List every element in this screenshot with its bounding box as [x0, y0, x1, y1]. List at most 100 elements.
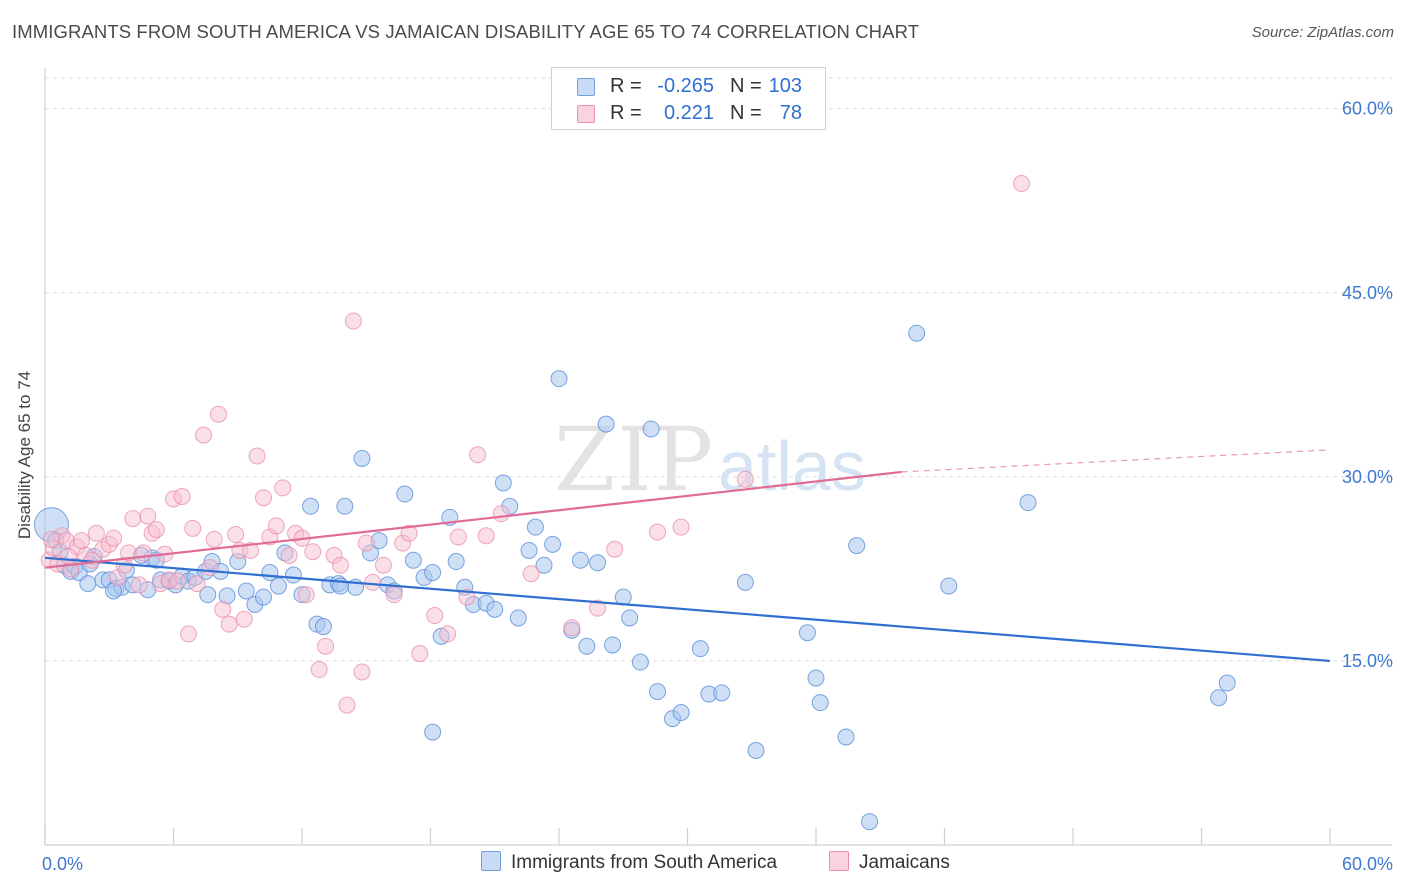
- point-jamaicans: [179, 625, 197, 643]
- legend-item-immigrants[interactable]: Immigrants from South America: [481, 851, 777, 874]
- point-jamaicans: [135, 544, 153, 562]
- point-jamaicans: [248, 447, 266, 465]
- point-jamaicans: [736, 470, 754, 488]
- point-jamaicans: [411, 645, 429, 663]
- chart-source: Source: ZipAtlas.com: [1252, 24, 1394, 41]
- point-jamaicans: [357, 534, 375, 552]
- point-jamaicans: [42, 530, 60, 548]
- legend-item-jamaicans[interactable]: Jamaicans: [829, 851, 950, 874]
- point-jamaicans: [310, 661, 328, 679]
- point-immigrants: [526, 518, 544, 536]
- point-immigrants: [908, 324, 926, 342]
- point-jamaicans: [469, 446, 487, 464]
- point-immigrants: [254, 588, 272, 606]
- point-jamaicans: [274, 479, 292, 497]
- stats-r-label: R =: [610, 102, 642, 124]
- point-immigrants: [199, 586, 217, 604]
- point-jamaicans: [242, 541, 260, 559]
- point-jamaicans: [385, 586, 403, 604]
- point-jamaicans: [194, 426, 212, 444]
- point-jamaicans: [169, 572, 187, 590]
- stats-r-value: 0.221: [663, 102, 714, 124]
- point-immigrants: [544, 535, 562, 553]
- point-immigrants: [940, 577, 958, 595]
- stats-n-label: N =: [730, 75, 762, 97]
- y-tick-label: 30.0%: [1342, 467, 1393, 487]
- stats-n-value: 103: [768, 75, 802, 97]
- point-jamaicans: [317, 637, 335, 655]
- watermark-atlas: atlas: [718, 427, 866, 505]
- point-jamaicans: [254, 489, 272, 507]
- stats-r-label: R =: [610, 75, 642, 97]
- point-jamaicans: [364, 573, 382, 591]
- point-jamaicans: [60, 548, 78, 566]
- point-jamaicans: [338, 696, 356, 714]
- point-immigrants: [509, 609, 527, 627]
- point-jamaicans: [188, 575, 206, 593]
- series-immigrants-points: [33, 324, 1236, 831]
- point-jamaicans: [205, 530, 223, 548]
- point-jamaicans: [130, 576, 148, 594]
- legend-swatch-jamaicans: [829, 851, 849, 871]
- y-tick-label: 45.0%: [1342, 283, 1393, 303]
- series-jamaicans-points: [40, 175, 1031, 714]
- x-tick-label: 0.0%: [42, 854, 83, 874]
- point-immigrants: [424, 723, 442, 741]
- point-immigrants: [631, 653, 649, 671]
- point-jamaicans: [201, 559, 219, 577]
- point-immigrants: [578, 637, 596, 655]
- point-jamaicans: [297, 586, 315, 604]
- point-immigrants: [848, 537, 866, 555]
- point-jamaicans: [649, 523, 667, 541]
- point-immigrants: [269, 577, 287, 595]
- point-immigrants: [314, 618, 332, 636]
- point-immigrants: [861, 813, 879, 831]
- point-immigrants: [811, 694, 829, 712]
- trendline-jamaicans-extension: [901, 449, 1331, 473]
- point-immigrants: [520, 541, 538, 559]
- point-immigrants: [494, 474, 512, 492]
- point-immigrants: [424, 564, 442, 582]
- point-immigrants: [237, 582, 255, 600]
- point-jamaicans: [606, 540, 624, 558]
- point-immigrants: [404, 551, 422, 569]
- watermark-zip: ZIP: [554, 408, 715, 511]
- point-jamaicans: [589, 599, 607, 617]
- series-legend: Immigrants from South America Jamaicans: [0, 851, 1406, 879]
- point-jamaicans: [105, 529, 123, 547]
- point-jamaicans: [227, 526, 245, 544]
- point-immigrants: [672, 703, 690, 721]
- axes: [44, 68, 1392, 846]
- trendline-immigrants: [44, 556, 1331, 663]
- point-jamaicans: [672, 518, 690, 536]
- point-jamaicans: [220, 615, 238, 633]
- point-jamaicans: [209, 405, 227, 423]
- point-jamaicans: [280, 546, 298, 564]
- point-immigrants: [691, 640, 709, 658]
- y-axis-label: Disability Age 65 to 74: [15, 370, 34, 540]
- point-immigrants: [589, 554, 607, 572]
- point-immigrants: [353, 449, 371, 467]
- point-immigrants: [736, 573, 754, 591]
- point-jamaicans: [353, 663, 371, 681]
- point-immigrants: [447, 553, 465, 571]
- point-jamaicans: [139, 507, 157, 525]
- point-immigrants: [79, 575, 97, 593]
- point-jamaicans: [563, 619, 581, 637]
- point-jamaicans: [304, 543, 322, 561]
- y-tick-label: 60.0%: [1342, 99, 1393, 119]
- stats-r-value: -0.265: [657, 75, 714, 97]
- point-immigrants: [807, 669, 825, 687]
- point-immigrants: [336, 497, 354, 515]
- point-jamaicans: [267, 517, 285, 535]
- stats-n-label: N =: [730, 102, 762, 124]
- point-jamaicans: [184, 519, 202, 537]
- point-jamaicans: [426, 607, 444, 625]
- point-immigrants: [798, 624, 816, 642]
- point-jamaicans: [477, 527, 495, 545]
- point-jamaicans: [400, 524, 418, 542]
- point-immigrants: [571, 551, 589, 569]
- point-jamaicans: [332, 556, 350, 574]
- stats-legend: R = -0.265 N = 103 R = 0.221 N = 78: [551, 67, 826, 130]
